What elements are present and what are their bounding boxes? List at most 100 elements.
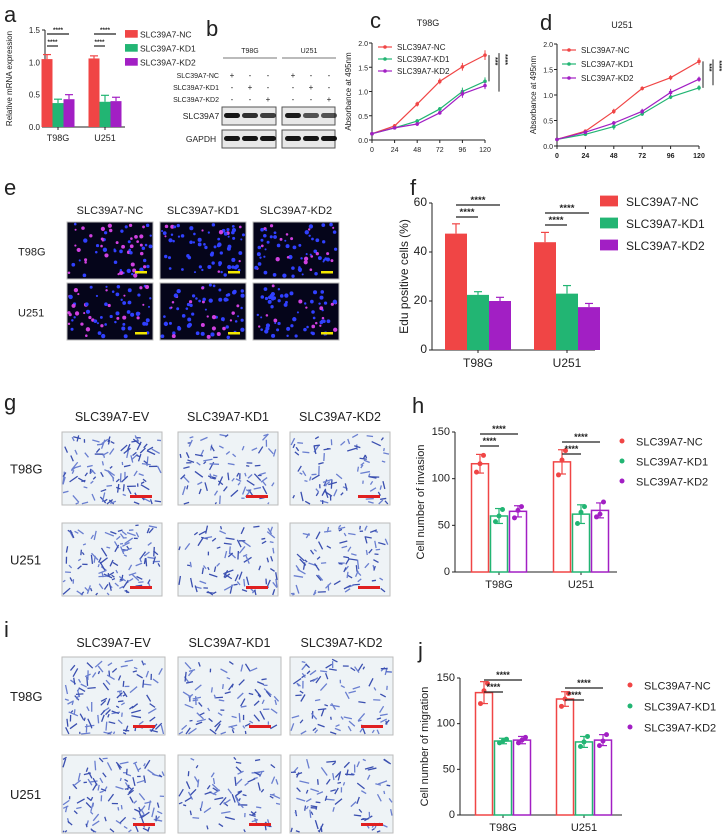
cell (62, 830, 65, 833)
cell (306, 758, 310, 769)
cell-nucleus (197, 237, 202, 242)
cell (76, 798, 85, 804)
cell-nucleus (240, 289, 244, 293)
micrograph-image (61, 522, 163, 597)
data-point (640, 109, 644, 114)
cell-nucleus (127, 326, 132, 331)
cell (132, 670, 138, 673)
micrograph-image (252, 282, 340, 341)
cell-nucleus (208, 283, 212, 287)
micrograph-background (61, 754, 166, 834)
y-tick-label: 40 (414, 244, 428, 258)
cell (221, 811, 231, 814)
cell-nucleus (301, 273, 304, 276)
bar (552, 461, 572, 573)
cell (356, 559, 360, 570)
cell (100, 547, 108, 557)
cell (199, 807, 202, 812)
cell (322, 478, 333, 483)
y-tick-label: 0.0 (358, 138, 368, 145)
cell-nucleus (223, 297, 228, 302)
cell-nucleus (173, 225, 177, 229)
cell (383, 790, 386, 795)
cell-nucleus (186, 302, 191, 307)
cell (64, 446, 69, 453)
micrograph-background (177, 431, 279, 506)
cell (111, 574, 115, 578)
cell (157, 810, 163, 815)
y-tick-label: 50 (443, 763, 455, 775)
cell (105, 679, 111, 686)
cell (319, 500, 329, 504)
micrograph-background (289, 431, 391, 506)
cell (98, 557, 102, 563)
cell (254, 758, 261, 762)
bar (590, 509, 610, 573)
panel-letter-g: g (4, 390, 16, 415)
y-axis-label: Absorbance at 495nm (344, 52, 353, 131)
cell (364, 525, 368, 529)
cell (126, 443, 131, 452)
cell (219, 495, 221, 505)
cell (139, 447, 146, 454)
cell (223, 569, 229, 578)
cell (366, 435, 374, 438)
panel-letter-j: j (417, 638, 423, 663)
data-point (601, 499, 606, 505)
scale-bar (361, 823, 383, 826)
cell (195, 764, 199, 769)
blot-sign: - (292, 83, 295, 92)
cell (315, 491, 319, 497)
cell (142, 827, 149, 832)
cell (249, 720, 254, 724)
cell (363, 459, 371, 464)
cell-nucleus (195, 297, 198, 300)
x-tick-label: 120 (693, 153, 705, 160)
cell (106, 592, 110, 596)
cell-nucleus (102, 247, 108, 252)
cell (140, 484, 150, 491)
cell (114, 582, 119, 587)
cell-nucleus (332, 230, 337, 234)
cell (117, 719, 123, 725)
cell-nucleus (231, 257, 236, 262)
cell (91, 493, 96, 501)
cell-nucleus (177, 235, 181, 238)
cell (72, 494, 80, 503)
cell (217, 712, 223, 716)
cell (262, 485, 268, 495)
cell (354, 666, 360, 673)
cell (124, 778, 129, 782)
cell (90, 469, 94, 474)
cell (78, 687, 86, 692)
cell (261, 699, 265, 705)
cell (208, 573, 218, 578)
cell (114, 544, 120, 553)
cell (104, 816, 107, 822)
scale-bar (228, 332, 240, 335)
cell (189, 436, 194, 439)
cell (234, 574, 239, 582)
scale-bar (246, 495, 268, 498)
cell (340, 440, 346, 446)
cell-nucleus (172, 331, 176, 335)
cell (390, 809, 393, 816)
cell (137, 453, 142, 462)
data-point (504, 736, 509, 742)
cell (115, 569, 119, 574)
cell (240, 527, 245, 535)
cell-nucleus (147, 305, 151, 308)
y-axis-label: Absorbance at 495nm (529, 56, 538, 135)
y-tick-label: 1.0 (543, 93, 553, 100)
cell (101, 492, 106, 503)
cell (73, 709, 76, 715)
cell-nucleus (136, 316, 140, 320)
cell (184, 542, 191, 550)
cell (80, 683, 88, 688)
cell (65, 727, 70, 735)
cell (223, 584, 234, 591)
blot-band (242, 113, 258, 118)
cell (323, 479, 328, 487)
cell (383, 758, 392, 765)
